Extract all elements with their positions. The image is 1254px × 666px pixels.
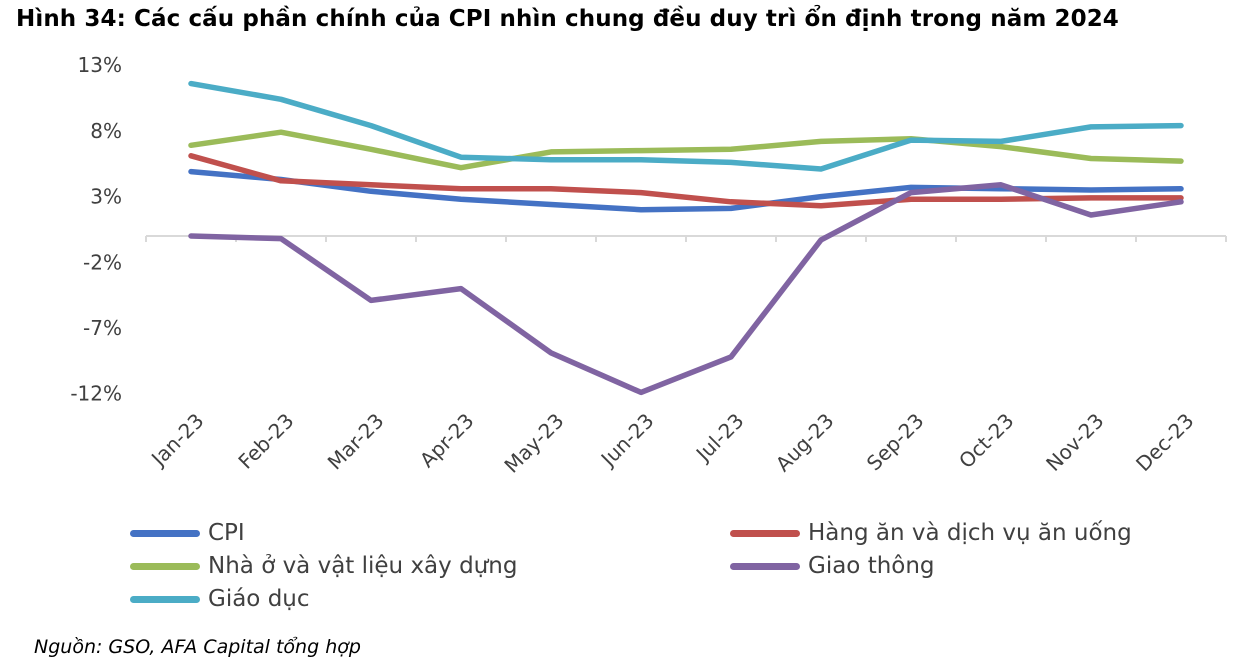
line-chart: 13% 8% 3% -2% -7% -12% Jan-23 Feb-23 Mar-23 Apr-… [70, 53, 1227, 478]
plot-area [188, 80, 1184, 396]
x-tick-label: Feb-23 [233, 409, 298, 474]
x-tick-label: Sep-23 [862, 409, 929, 476]
legend-label: CPI [208, 520, 245, 546]
legend-label: Hàng ăn và dịch vụ ăn uống [808, 520, 1132, 546]
series-line-2 [188, 129, 1184, 171]
legend-item: Nhà ở và vật liệu xây dựng [130, 553, 517, 579]
series-line-3 [188, 182, 1184, 396]
x-tick-label: Jan-23 [145, 409, 208, 472]
series-line-4 [188, 80, 1184, 172]
source-note: Nguồn: GSO, AFA Capital tổng hợp [34, 636, 361, 658]
x-tick-label: Jun-23 [595, 409, 659, 473]
x-tick-label: May-23 [499, 409, 568, 478]
x-tick-label: Aug-23 [771, 409, 839, 477]
y-axis: 13% 8% 3% -2% -7% -12% [70, 53, 122, 406]
x-tick-label: Jul-23 [690, 409, 749, 468]
legend-item: Giáo dục [130, 586, 310, 612]
legend-label: Giao thông [808, 553, 935, 579]
y-tick-label: -12% [70, 382, 122, 406]
y-tick-label: -2% [83, 250, 122, 274]
legend-swatch [130, 595, 200, 603]
x-tick-label: Dec-23 [1131, 409, 1198, 476]
legend-label: Nhà ở và vật liệu xây dựng [208, 553, 518, 579]
legend-swatch [130, 562, 200, 570]
x-tick-label: Nov-23 [1041, 409, 1108, 476]
legend-label: Giáo dục [208, 586, 310, 612]
legend-item: Giao thông [730, 553, 935, 579]
x-axis: Jan-23 Feb-23 Mar-23 Apr-23 May-23 Jun-23 Jul-… [145, 235, 1227, 478]
y-tick-label: 3% [90, 185, 122, 209]
y-tick-label: 13% [78, 53, 122, 77]
legend-swatch [730, 529, 800, 537]
chart-title: Hình 34: Các cấu phần chính của CPI nhìn… [16, 6, 1119, 32]
legend-swatch [730, 562, 800, 570]
x-tick-label: Oct-23 [954, 409, 1019, 474]
series-line-1 [188, 153, 1184, 209]
legend-swatch [130, 529, 200, 537]
legend-item: Hàng ăn và dịch vụ ăn uống [730, 520, 1132, 546]
x-tick-label: Apr-23 [415, 409, 479, 473]
y-tick-label: 8% [90, 119, 122, 143]
x-tick-label: Mar-23 [323, 409, 389, 475]
legend-item: CPI [130, 520, 245, 546]
series-line-0 [188, 168, 1184, 213]
y-tick-label: -7% [83, 316, 122, 340]
